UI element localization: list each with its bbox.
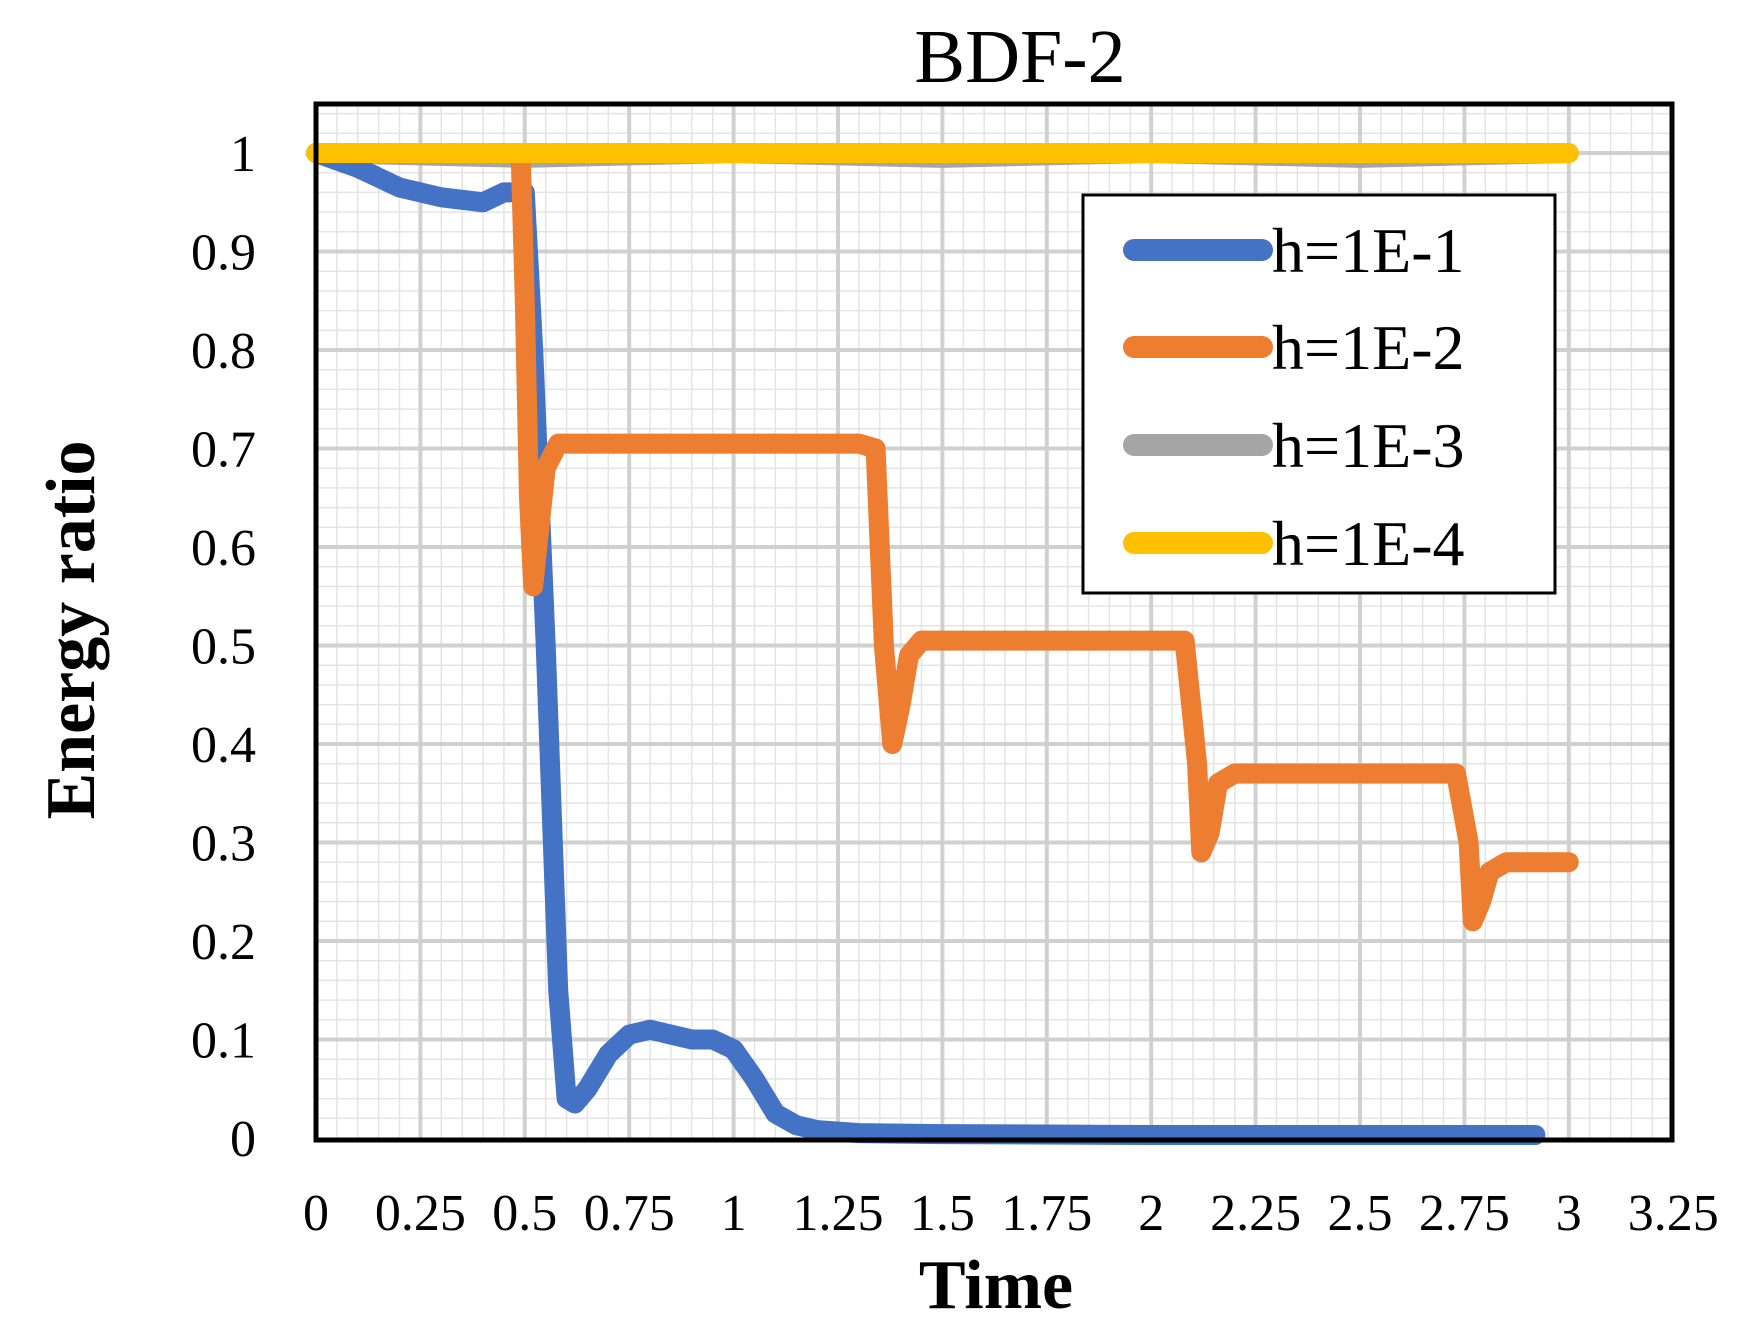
y-axis-label: Energy ratio bbox=[33, 440, 110, 819]
plot-frame bbox=[313, 101, 1675, 1143]
x-tick-label: 2.75 bbox=[1419, 1185, 1510, 1242]
y-tick-label: 1 bbox=[230, 126, 256, 183]
legend-label-1: h=1E-1 bbox=[1272, 215, 1465, 286]
x-tick-label: 1.25 bbox=[793, 1185, 884, 1242]
x-tick-label: 2 bbox=[1138, 1185, 1164, 1242]
series-layer bbox=[306, 143, 1579, 1145]
legend-box bbox=[1081, 193, 1557, 595]
y-tick-label: 0.9 bbox=[191, 225, 256, 282]
chart-title: BDF-2 bbox=[914, 15, 1125, 99]
x-tick-label: 3 bbox=[1556, 1185, 1582, 1242]
x-tick-label: 0.25 bbox=[375, 1185, 466, 1242]
y-tick-label: 0.6 bbox=[191, 520, 256, 577]
x-tick-label: 1 bbox=[721, 1185, 747, 1242]
y-tick-label: 0 bbox=[230, 1111, 256, 1168]
y-tick-label: 0.7 bbox=[191, 422, 256, 479]
x-tick-label: 0.5 bbox=[492, 1185, 557, 1242]
legend: h=1E-1 h=1E-2 h=1E-3 h=1E-4 bbox=[1081, 193, 1557, 595]
x-tick-label: 0.75 bbox=[584, 1185, 675, 1242]
y-tick-label: 0.8 bbox=[191, 323, 256, 380]
x-tick-label: 1.5 bbox=[910, 1185, 975, 1242]
x-tick-label: 2.5 bbox=[1328, 1185, 1393, 1242]
x-axis-label: Time bbox=[919, 1247, 1073, 1324]
legend-label-3: h=1E-3 bbox=[1272, 410, 1465, 481]
y-tick-labels: 0 0.1 0.2 0.3 0.4 0.5 0.6 0.7 0.8 0.9 1 bbox=[191, 126, 256, 1168]
y-tick-label: 0.4 bbox=[191, 717, 256, 774]
legend-label-2: h=1E-2 bbox=[1272, 312, 1465, 383]
series-line-1 bbox=[306, 143, 1546, 1145]
y-tick-label: 0.5 bbox=[191, 619, 256, 676]
x-tick-label: 1.75 bbox=[1001, 1185, 1092, 1242]
x-tick-label: 2.25 bbox=[1210, 1185, 1301, 1242]
series-line-2 bbox=[510, 143, 1579, 932]
y-tick-label: 0.2 bbox=[191, 914, 256, 971]
y-tick-label: 0.1 bbox=[191, 1013, 256, 1070]
legend-label-4: h=1E-4 bbox=[1272, 508, 1465, 579]
x-tick-label: 0 bbox=[303, 1185, 329, 1242]
x-tick-labels: 0 0.25 0.5 0.75 1 1.25 1.5 1.75 2 2.25 2.5 2.75 3 3.2… bbox=[303, 1185, 1719, 1242]
y-tick-label: 0.3 bbox=[191, 816, 256, 873]
x-tick-label: 3.25 bbox=[1628, 1185, 1719, 1242]
